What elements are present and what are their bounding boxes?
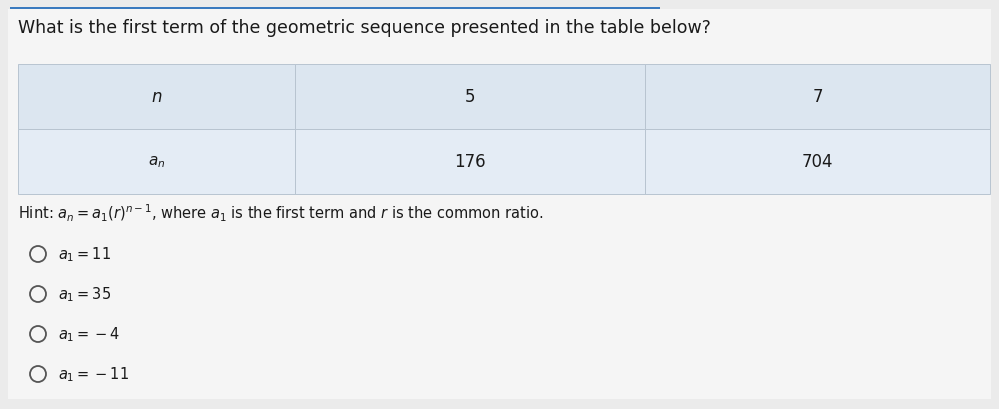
Bar	[645, 65, 990, 130]
Text: $a_1 = -11$: $a_1 = -11$	[58, 365, 129, 383]
Bar	[18, 65, 295, 130]
Bar	[295, 65, 645, 130]
Polygon shape	[10, 8, 660, 14]
Text: $a_1 = 11$: $a_1 = 11$	[58, 245, 111, 264]
Text: $a_1 = 35$: $a_1 = 35$	[58, 285, 111, 303]
Text: 704: 704	[802, 153, 833, 171]
Text: n: n	[151, 88, 162, 106]
Text: 7: 7	[812, 88, 823, 106]
Text: 5: 5	[465, 88, 476, 106]
Text: 176: 176	[455, 153, 486, 171]
Text: What is the first term of the geometric sequence presented in the table below?: What is the first term of the geometric …	[18, 19, 711, 37]
Text: $a_n$: $a_n$	[148, 154, 165, 170]
Text: Hint: $a_n = a_1(r)^{n-1}$, where $a_1$ is the first term and $r$ is the common : Hint: $a_n = a_1(r)^{n-1}$, where $a_1$ …	[18, 202, 543, 223]
Text: $a_1 = -4$: $a_1 = -4$	[58, 325, 120, 344]
Bar	[645, 130, 990, 195]
Bar	[295, 130, 645, 195]
Bar	[18, 130, 295, 195]
